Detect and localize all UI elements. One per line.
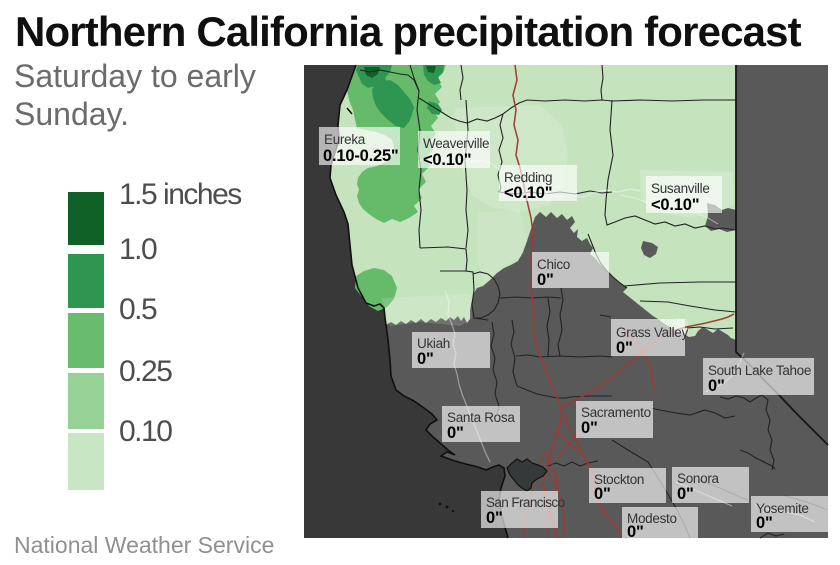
svg-text:0.25: 0.25: [119, 355, 172, 388]
svg-text:Chico: Chico: [537, 257, 570, 272]
svg-text:Sonora: Sonora: [677, 471, 720, 486]
svg-text:0": 0": [708, 377, 725, 395]
svg-text:0.5: 0.5: [119, 293, 157, 326]
svg-text:Stockton: Stockton: [594, 472, 644, 487]
svg-text:0": 0": [581, 419, 598, 437]
svg-text:Redding: Redding: [504, 170, 552, 185]
svg-text:0": 0": [594, 485, 611, 503]
svg-text:0.10-0.25": 0.10-0.25": [323, 147, 399, 165]
svg-text:Eureka: Eureka: [324, 132, 366, 147]
svg-text:0": 0": [627, 523, 644, 541]
svg-text:Susanville: Susanville: [651, 181, 710, 196]
svg-text:Grass Valley: Grass Valley: [616, 325, 688, 340]
svg-text:1.0: 1.0: [119, 233, 157, 266]
svg-text:Sunday.: Sunday.: [14, 96, 129, 132]
svg-text:South Lake Tahoe: South Lake Tahoe: [708, 363, 811, 378]
svg-text:0": 0": [417, 350, 434, 368]
svg-text:0.10: 0.10: [119, 415, 172, 448]
svg-text:1.5 inches: 1.5 inches: [119, 178, 241, 211]
svg-text:Saturday to early: Saturday to early: [14, 58, 256, 94]
svg-text:<0.10": <0.10": [651, 196, 699, 214]
svg-text:0": 0": [486, 509, 503, 527]
svg-text:0": 0": [756, 514, 773, 532]
svg-text:San Francisco: San Francisco: [486, 495, 565, 510]
svg-text:Modesto: Modesto: [627, 511, 677, 526]
svg-text:Sacramento: Sacramento: [581, 405, 651, 420]
svg-text:0": 0": [616, 339, 633, 357]
svg-text:National Weather Service: National Weather Service: [14, 532, 274, 558]
svg-text:0": 0": [677, 485, 694, 503]
svg-text:<0.10": <0.10": [423, 151, 471, 169]
svg-text:Santa Rosa: Santa Rosa: [447, 410, 515, 425]
svg-text:0": 0": [447, 424, 464, 442]
svg-text:0": 0": [537, 271, 554, 289]
svg-text:Yosemite: Yosemite: [756, 501, 809, 516]
svg-text:Ukiah: Ukiah: [417, 336, 450, 351]
svg-text:<0.10": <0.10": [504, 184, 552, 202]
svg-text:Weaverville: Weaverville: [423, 136, 489, 151]
svg-text:Northern California precipitat: Northern California precipitation foreca…: [15, 8, 802, 55]
